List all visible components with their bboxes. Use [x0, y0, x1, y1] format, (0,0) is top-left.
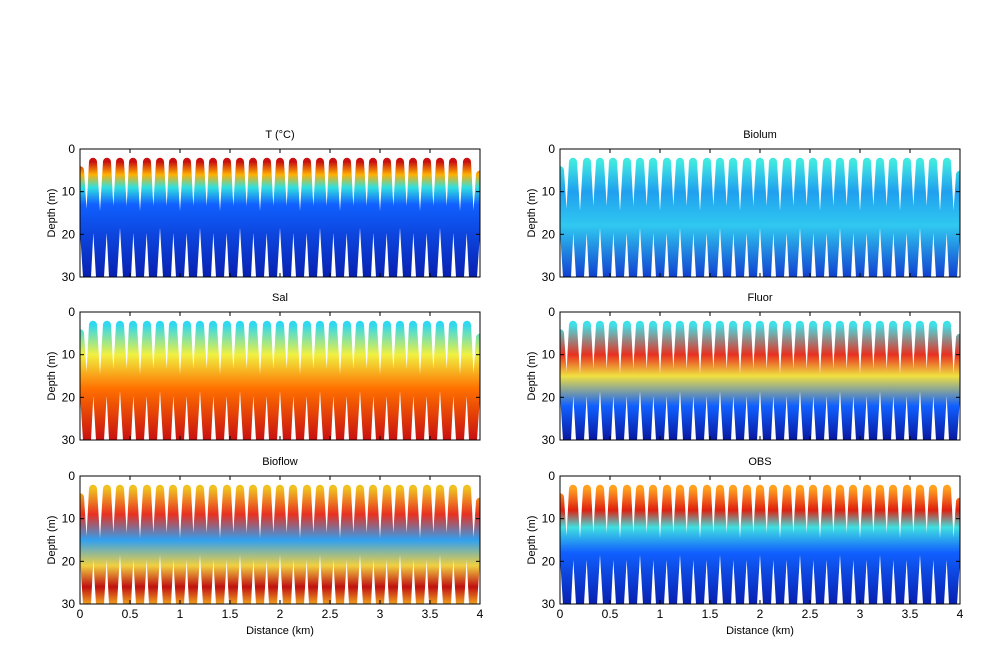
panel-title: T (°C) [265, 129, 294, 141]
y-tick-label: 20 [62, 554, 76, 568]
x-tick-label: 2 [757, 607, 764, 621]
x-tick-label: 3.5 [422, 607, 439, 621]
x-tick-label: 4 [477, 607, 484, 621]
profile-track [80, 157, 480, 277]
x-tick-label: 3 [857, 607, 864, 621]
x-tick-label: 1.5 [222, 607, 239, 621]
y-tick-label: 20 [62, 227, 76, 241]
y-tick-label: 0 [548, 469, 555, 483]
x-tick-label: 2.5 [802, 607, 819, 621]
x-tick-label: 1 [657, 607, 664, 621]
y-tick-label: 10 [62, 185, 76, 199]
panel-title: Biolum [743, 129, 777, 141]
x-tick-label: 0 [77, 607, 84, 621]
x-tick-label: 1 [177, 607, 184, 621]
y-tick-label: 30 [62, 270, 76, 284]
y-axis-label: Depth (m) [526, 189, 538, 238]
x-axis-label: Distance (km) [246, 625, 314, 637]
x-tick-label: 0.5 [122, 607, 139, 621]
y-tick-label: 20 [62, 390, 76, 404]
profile-track [560, 157, 960, 277]
y-tick-label: 20 [542, 554, 556, 568]
x-tick-label: 3.5 [902, 607, 919, 621]
profile-track [80, 484, 480, 604]
y-tick-label: 0 [68, 142, 75, 156]
y-tick-label: 0 [548, 142, 555, 156]
profile-track [80, 320, 480, 440]
y-tick-label: 10 [542, 348, 556, 362]
y-axis-label: Depth (m) [46, 189, 58, 238]
y-axis-label: Depth (m) [46, 352, 58, 401]
x-tick-label: 2.5 [322, 607, 339, 621]
y-tick-label: 10 [62, 512, 76, 526]
y-tick-label: 20 [542, 227, 556, 241]
panel-title: Fluor [747, 292, 772, 304]
y-tick-label: 30 [62, 433, 76, 447]
y-tick-label: 10 [62, 348, 76, 362]
y-tick-label: 30 [542, 433, 556, 447]
y-tick-label: 30 [542, 597, 556, 611]
y-tick-label: 20 [542, 390, 556, 404]
y-axis-label: Depth (m) [526, 516, 538, 565]
x-tick-label: 4 [957, 607, 964, 621]
x-tick-label: 0 [557, 607, 564, 621]
y-tick-label: 10 [542, 512, 556, 526]
y-tick-label: 0 [68, 469, 75, 483]
x-tick-label: 3 [377, 607, 384, 621]
x-tick-label: 1.5 [702, 607, 719, 621]
y-tick-label: 10 [542, 185, 556, 199]
y-tick-label: 0 [548, 305, 555, 319]
panel-title: Bioflow [262, 456, 298, 468]
profile-track [560, 484, 960, 604]
profile-track [560, 320, 960, 440]
y-axis-label: Depth (m) [526, 352, 538, 401]
panel-title: OBS [748, 456, 771, 468]
x-axis-label: Distance (km) [726, 625, 794, 637]
y-tick-label: 0 [68, 305, 75, 319]
y-tick-label: 30 [542, 270, 556, 284]
panel-title: Sal [272, 292, 288, 304]
x-tick-label: 0.5 [602, 607, 619, 621]
y-tick-label: 30 [62, 597, 76, 611]
x-tick-label: 2 [277, 607, 284, 621]
y-axis-label: Depth (m) [46, 516, 58, 565]
